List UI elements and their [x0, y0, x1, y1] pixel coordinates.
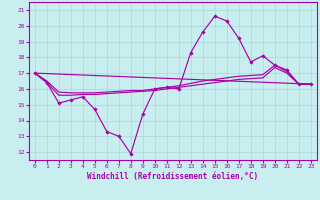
X-axis label: Windchill (Refroidissement éolien,°C): Windchill (Refroidissement éolien,°C) [87, 172, 258, 181]
